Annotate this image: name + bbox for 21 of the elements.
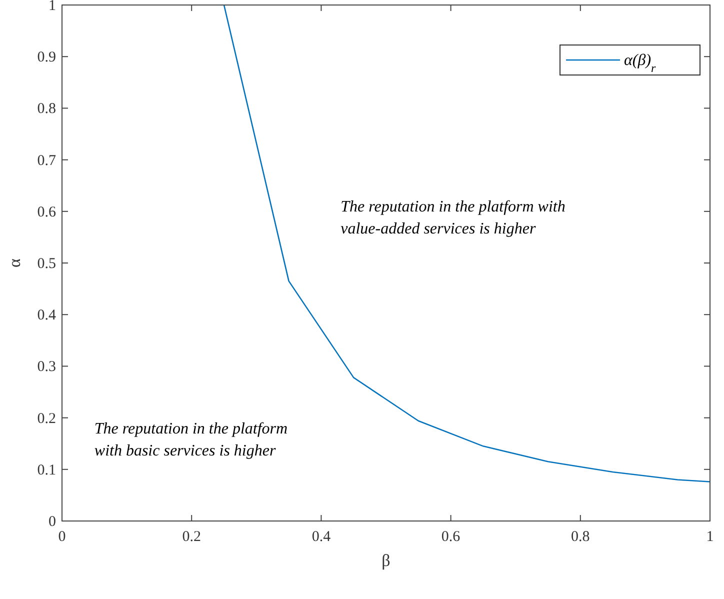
y-tick-label: 0.7 bbox=[37, 152, 56, 169]
y-tick-label: 0.9 bbox=[37, 50, 56, 66]
x-tick-label: 0.6 bbox=[441, 529, 461, 545]
legend-label: α(β)$_{r}$ bbox=[624, 52, 656, 75]
y-axis-title: α bbox=[5, 258, 24, 268]
x-tick-label: 0.2 bbox=[182, 529, 201, 545]
annotation: The reputation in the platform with basic services is higher bbox=[94, 420, 288, 460]
annotation: The reputation in the platform with value-added services is higher bbox=[340, 198, 566, 238]
y-tick-label: 0.2 bbox=[37, 410, 56, 427]
y-tick-label: 0 bbox=[48, 514, 56, 530]
y-tick-label: 0.1 bbox=[37, 462, 56, 478]
y-tick-label: 0.6 bbox=[37, 204, 56, 220]
x-axis-title: β bbox=[382, 551, 390, 570]
x-tick-label: 1 bbox=[706, 529, 714, 545]
y-tick-label: 0.5 bbox=[37, 256, 56, 272]
y-tick-label: 0.8 bbox=[37, 101, 56, 118]
y-tick-label: 0.4 bbox=[37, 308, 56, 324]
y-tick-label: 1 bbox=[48, 0, 56, 14]
x-tick-label: 0.4 bbox=[312, 529, 332, 545]
y-tick-label: 0.3 bbox=[37, 359, 56, 376]
x-tick-label: 0.8 bbox=[571, 529, 590, 545]
